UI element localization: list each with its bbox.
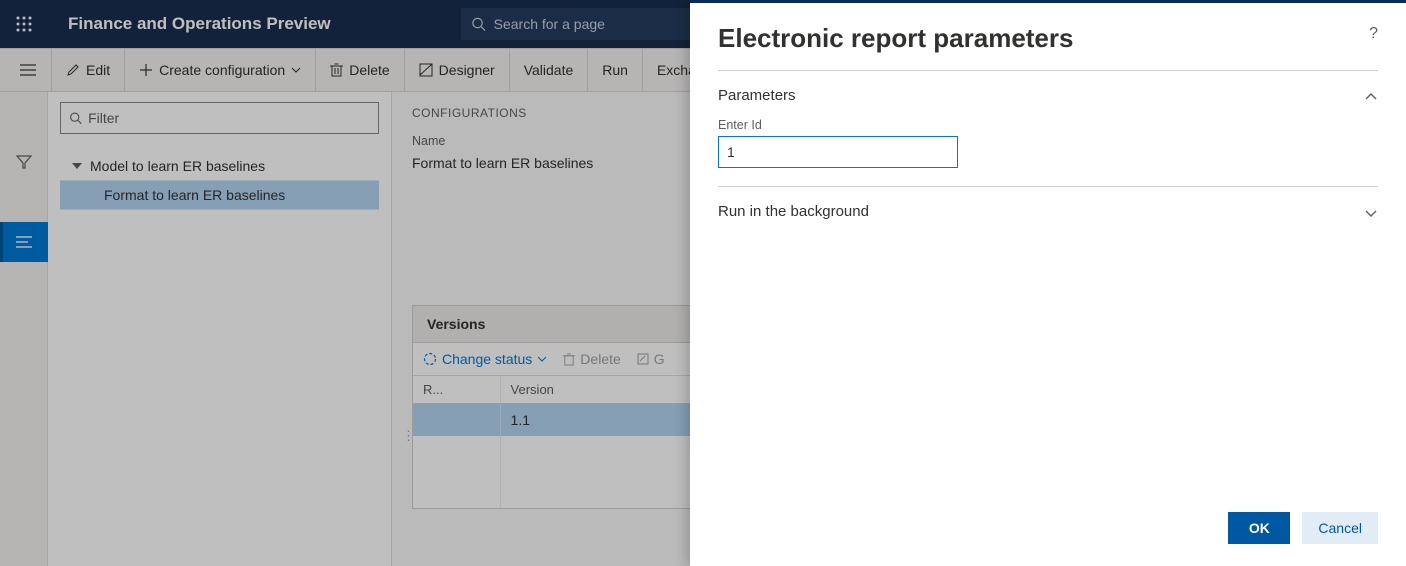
cancel-button[interactable]: Cancel bbox=[1302, 512, 1378, 544]
enter-id-input[interactable] bbox=[718, 136, 958, 168]
parameters-group: Parameters Enter Id bbox=[718, 70, 1378, 186]
background-group: Run in the background bbox=[718, 186, 1378, 238]
parameters-group-title: Parameters bbox=[718, 87, 1364, 104]
background-group-title: Run in the background bbox=[718, 203, 1364, 220]
help-icon[interactable]: ? bbox=[1369, 23, 1378, 43]
enter-id-label: Enter Id bbox=[718, 118, 1378, 132]
chevron-down-icon bbox=[1364, 204, 1378, 220]
chevron-up-icon bbox=[1364, 88, 1378, 104]
ok-button[interactable]: OK bbox=[1228, 512, 1290, 544]
parameters-panel: Electronic report parameters ? Parameter… bbox=[690, 0, 1406, 566]
background-group-header[interactable]: Run in the background bbox=[718, 203, 1378, 220]
parameters-group-header[interactable]: Parameters bbox=[718, 87, 1378, 104]
panel-title: Electronic report parameters bbox=[718, 23, 1369, 54]
